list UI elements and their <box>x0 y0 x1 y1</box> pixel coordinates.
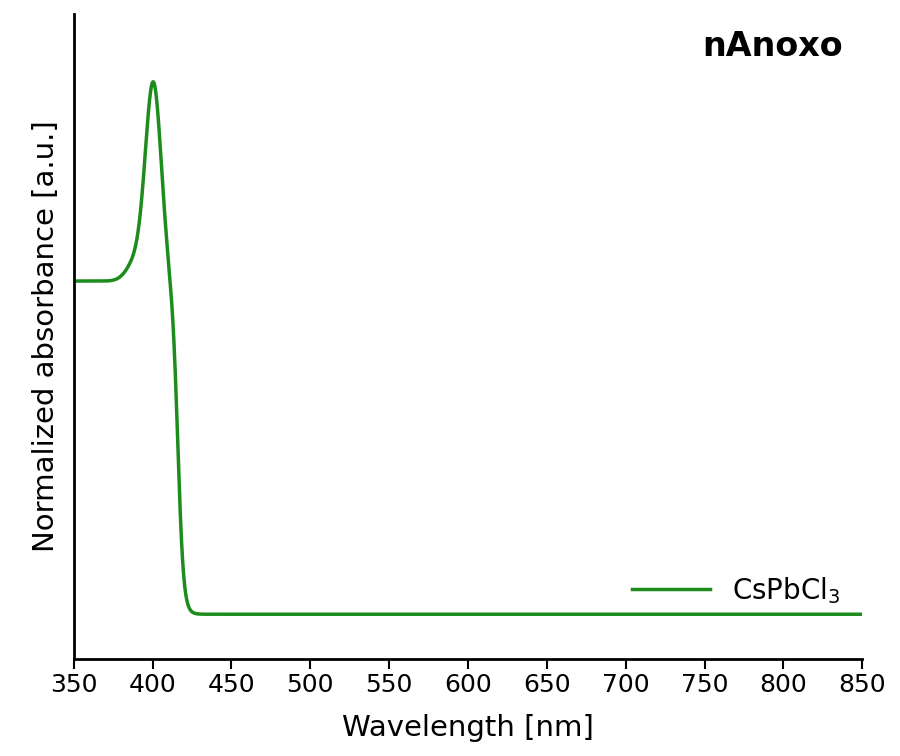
Legend: CsPbCl$_3$: CsPbCl$_3$ <box>632 575 841 606</box>
X-axis label: Wavelength [nm]: Wavelength [nm] <box>342 714 594 742</box>
Y-axis label: Normalized absorbance [a.u.]: Normalized absorbance [a.u.] <box>32 120 60 552</box>
Text: nAnoxo: nAnoxo <box>702 30 842 63</box>
